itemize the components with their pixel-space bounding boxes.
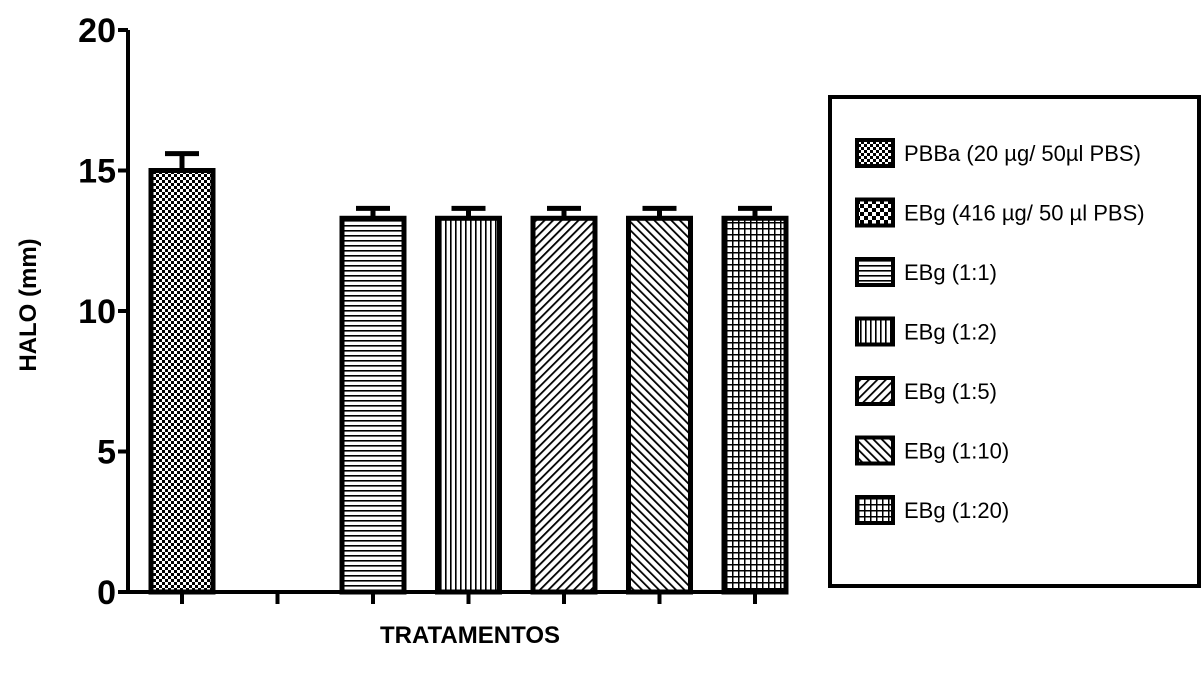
x-axis-title: TRATAMENTOS bbox=[380, 622, 560, 649]
legend-swatch bbox=[855, 257, 895, 287]
legend-label: EBg (1:10) bbox=[904, 439, 1009, 464]
bar bbox=[530, 215, 598, 595]
legend-label: EBg (416 µg/ 50 µl PBS) bbox=[904, 201, 1145, 226]
y-tick-label: 5 bbox=[97, 434, 116, 472]
legend-label: EBg (1:2) bbox=[904, 320, 997, 345]
y-tick-label: 0 bbox=[97, 574, 116, 612]
bar bbox=[339, 215, 407, 595]
legend-swatch bbox=[855, 138, 895, 168]
y-tick-label: 20 bbox=[78, 12, 116, 50]
legend-label: PBBa (20 µg/ 50µl PBS) bbox=[904, 141, 1141, 166]
legend-label: EBg (1:1) bbox=[904, 260, 997, 285]
bar bbox=[626, 215, 693, 595]
y-axis-title: HALO (mm) bbox=[15, 238, 42, 371]
legend-swatch bbox=[855, 197, 895, 228]
y-tick-label: 10 bbox=[78, 293, 116, 331]
legend-swatch bbox=[855, 495, 895, 525]
legend-swatch bbox=[855, 316, 895, 347]
legend-swatch bbox=[855, 376, 895, 406]
bar bbox=[721, 215, 789, 595]
legend-swatch bbox=[855, 435, 895, 466]
legend-label: EBg (1:20) bbox=[904, 498, 1009, 523]
bar bbox=[435, 215, 502, 595]
legend-label: EBg (1:5) bbox=[904, 379, 997, 404]
y-tick-label: 15 bbox=[78, 153, 116, 191]
bar bbox=[148, 168, 216, 595]
